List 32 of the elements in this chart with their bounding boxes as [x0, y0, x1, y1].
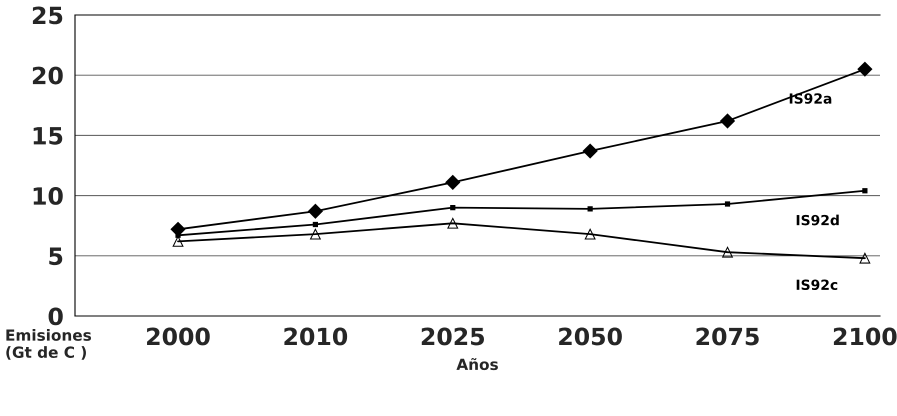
- x-tick-label: 2100: [834, 328, 897, 346]
- point: [862, 188, 868, 194]
- point: [857, 62, 872, 77]
- x-axis-title: Años: [456, 358, 498, 370]
- point: [720, 114, 735, 128]
- point: [860, 252, 870, 264]
- point: [584, 228, 596, 240]
- point: [445, 174, 460, 190]
- point: [447, 218, 458, 229]
- point: [722, 246, 733, 258]
- point: [582, 144, 598, 158]
- series-label: IS92a: [790, 93, 832, 104]
- point: [724, 201, 730, 207]
- y-tick-label: 0: [48, 307, 63, 326]
- series-label: IS92c: [796, 280, 838, 290]
- point: [308, 204, 323, 219]
- y-tick-label: 5: [49, 248, 62, 266]
- y-tick-label: 10: [34, 187, 63, 205]
- y-tick-label: 15: [34, 127, 62, 145]
- y-tick-label: 20: [32, 66, 63, 85]
- point: [310, 228, 321, 240]
- y-tick-label: 25: [32, 6, 62, 24]
- x-tick-label: 2010: [284, 328, 348, 346]
- point: [588, 206, 593, 212]
- point: [450, 205, 456, 210]
- y-axis-title: Emisiones (Gt de C ): [6, 329, 92, 360]
- x-tick-label: 2075: [696, 328, 759, 346]
- point: [312, 222, 318, 228]
- x-tick-label: 2000: [147, 328, 210, 346]
- x-tick-label: 2025: [422, 328, 484, 346]
- series-label: IS92d: [796, 214, 839, 226]
- x-tick-label: 2050: [559, 328, 622, 346]
